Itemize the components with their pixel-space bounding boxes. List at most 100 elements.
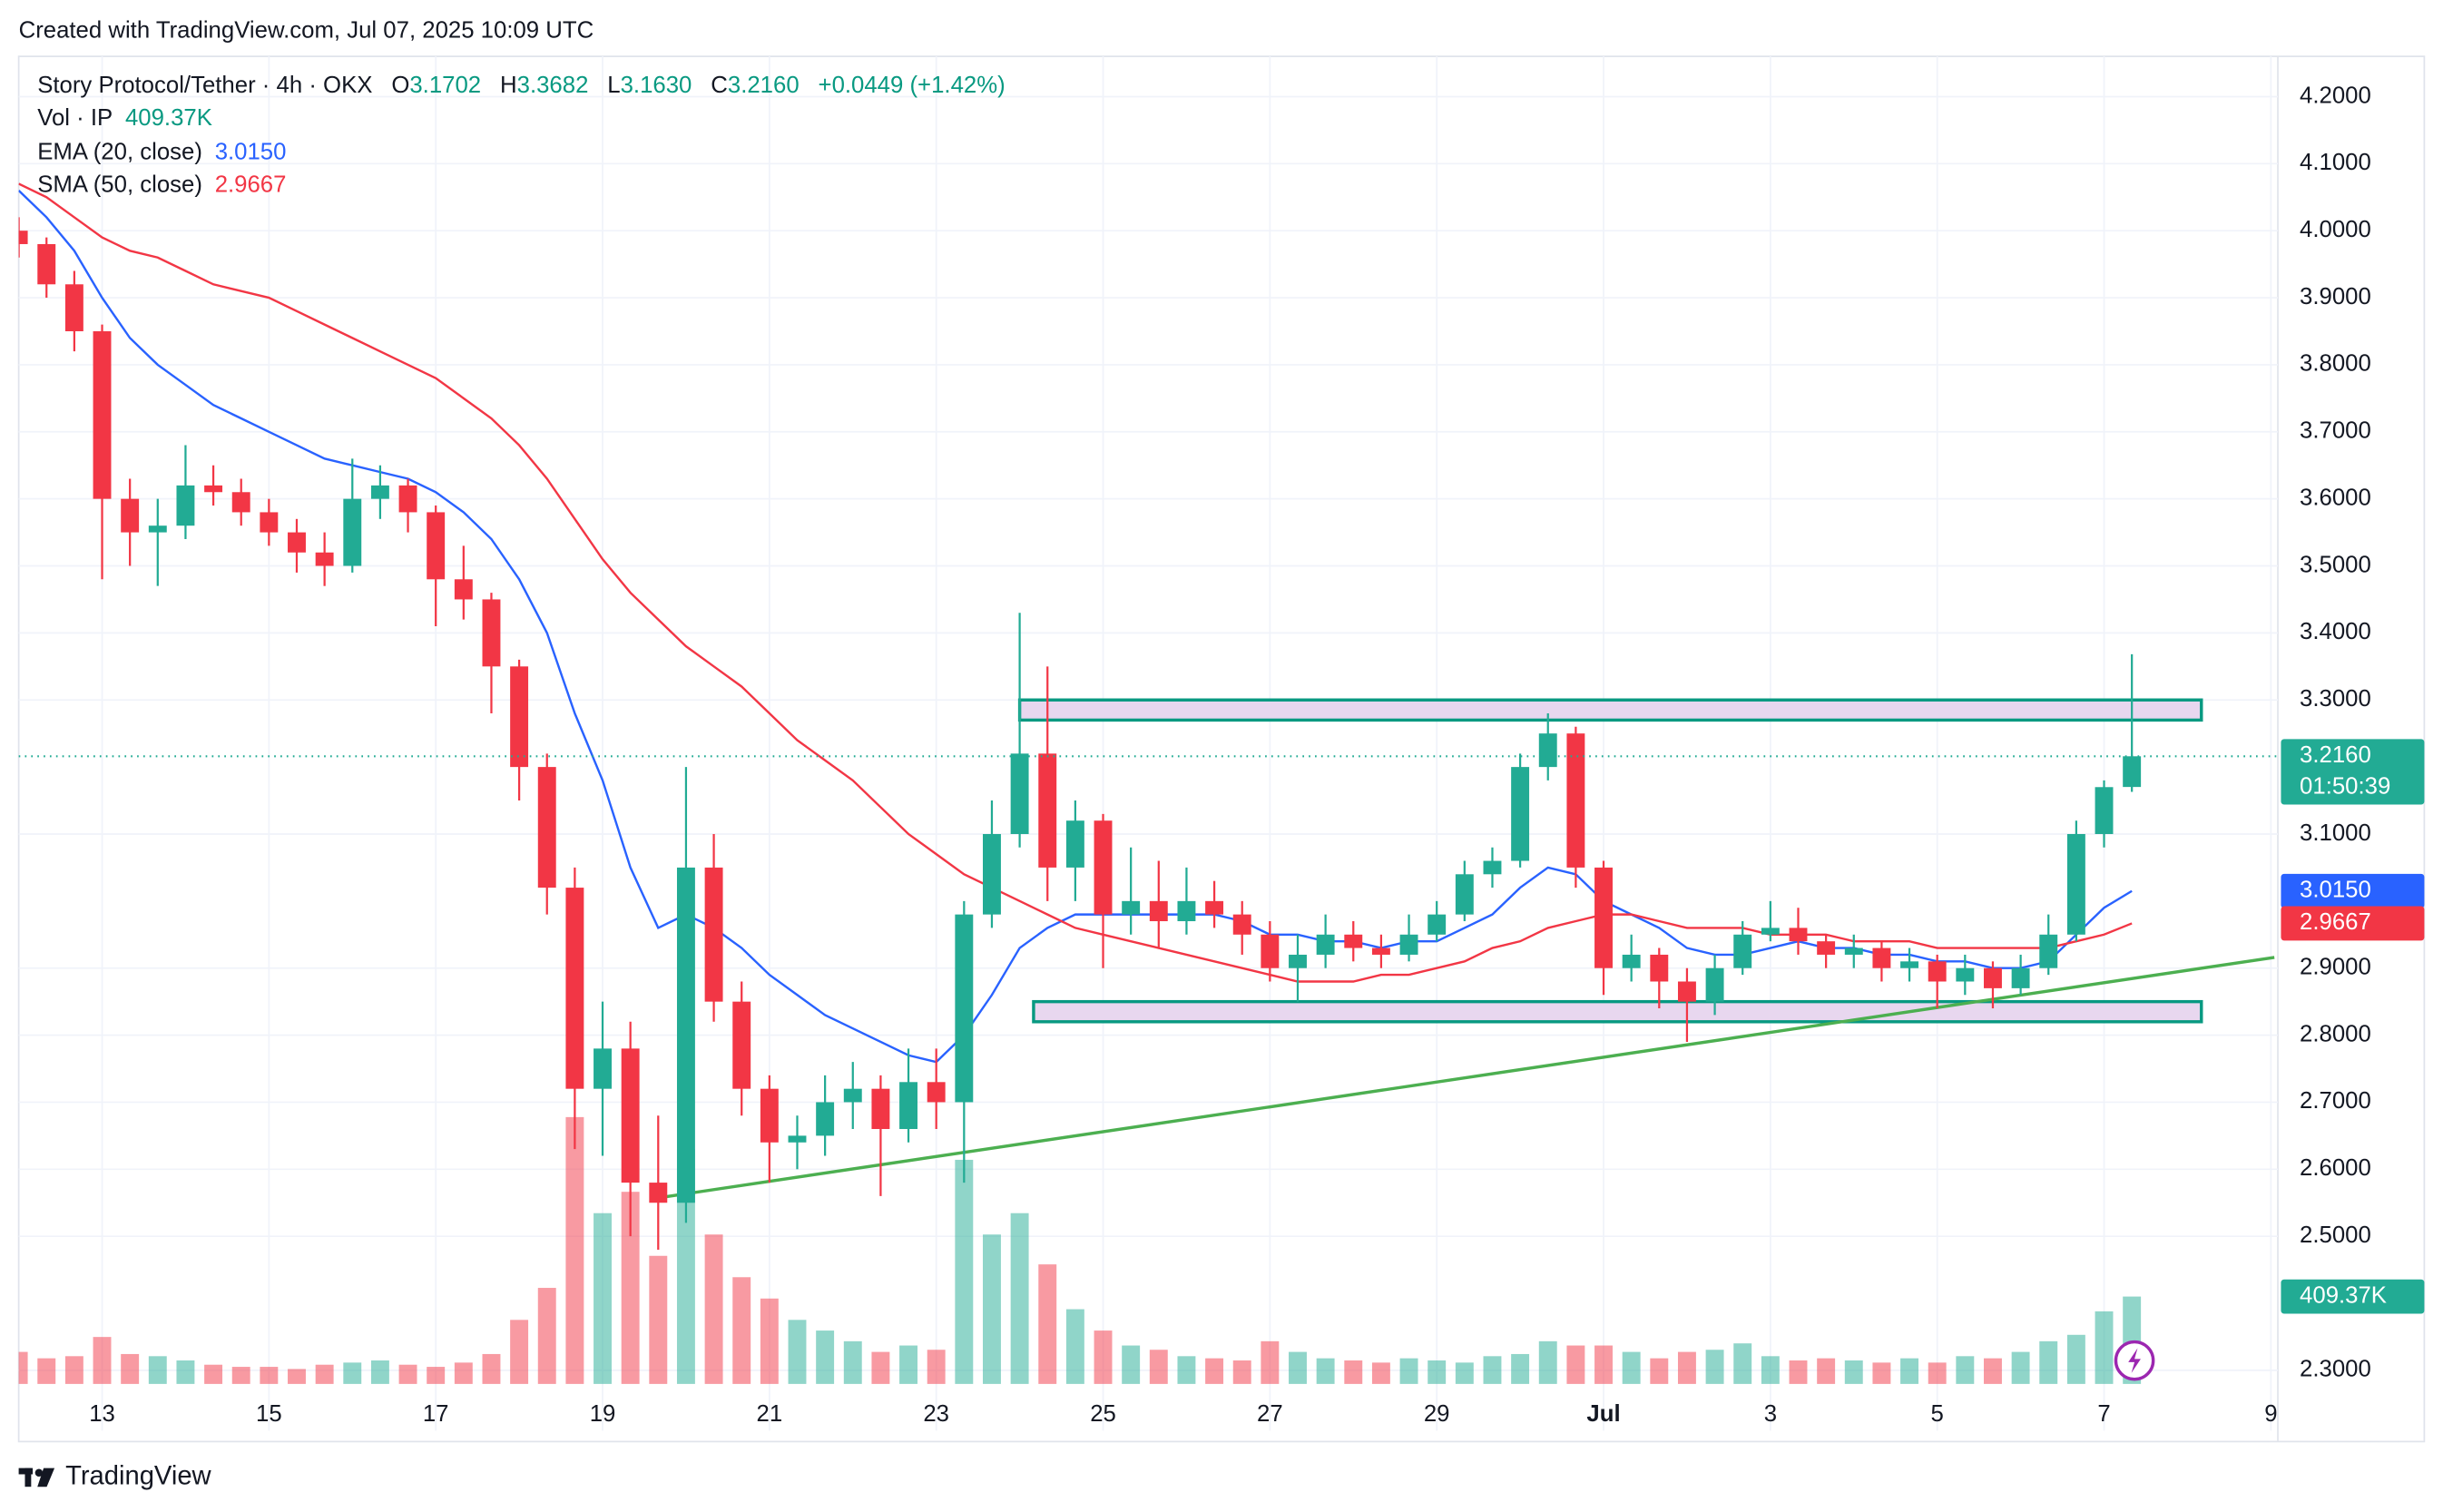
candle-body (1511, 767, 1530, 861)
volume-price-box (2281, 1279, 2425, 1314)
candle-body (2066, 833, 2085, 935)
volume-bar (1038, 1264, 1057, 1384)
zone (1032, 999, 2203, 1024)
volume-bar (2066, 1334, 2085, 1384)
x-tick-label: 3 (1764, 1401, 1777, 1427)
volume-bar (2039, 1340, 2058, 1384)
volume-bar (231, 1367, 250, 1384)
candle-body (1455, 874, 1474, 915)
candle-body (1900, 961, 1919, 968)
volume-bar (1094, 1330, 1113, 1384)
volume-bar (594, 1213, 612, 1384)
candle-body (537, 767, 556, 889)
volume-bar (1511, 1353, 1530, 1384)
candle-body (1483, 860, 1502, 875)
ema-name: EMA (20, close) (37, 139, 202, 164)
x-tick-label: 19 (590, 1401, 616, 1427)
volume-bar (1065, 1309, 1084, 1384)
volume-bar (1956, 1356, 1975, 1384)
volume-bar (1844, 1360, 1863, 1384)
y-tick-label: 2.6000 (2300, 1155, 2371, 1181)
candle-body (1038, 753, 1057, 868)
candle-body (1177, 900, 1196, 922)
volume-bar (1455, 1362, 1474, 1384)
candle-body (1566, 733, 1585, 868)
candle-body (482, 599, 501, 667)
volume-bar (1177, 1356, 1196, 1384)
candle-body (93, 330, 112, 499)
candle-body (1705, 967, 1724, 1002)
volume-bar (1594, 1345, 1613, 1384)
x-tick-label: 9 (2264, 1401, 2277, 1427)
watermark: Created with TradingView.com, Jul 07, 20… (19, 17, 594, 43)
candle-body (370, 485, 389, 499)
volume-bar (788, 1320, 807, 1384)
y-tick-label: 4.0000 (2300, 217, 2371, 242)
volume-bar (37, 1358, 56, 1384)
candle-body (427, 512, 446, 580)
candle-body (1594, 867, 1613, 968)
volume-bar (1010, 1213, 1029, 1384)
volume-bar (398, 1364, 417, 1384)
indicator-price-label: 2.9667 (2300, 909, 2371, 935)
candle-body (1149, 900, 1168, 922)
volume-bar (1872, 1362, 1891, 1384)
volume-bar (288, 1369, 306, 1384)
volume-price-label: 409.37K (2300, 1282, 2387, 1308)
candle-body (2011, 967, 2030, 988)
candle-body (1232, 914, 1251, 935)
logo-part (25, 1468, 32, 1487)
candle-body (121, 498, 140, 533)
volume-bar (1677, 1351, 1696, 1384)
indicator-line (18, 190, 2133, 1064)
candle-body (398, 485, 417, 513)
y-tick-label: 3.9000 (2300, 284, 2371, 309)
volume-bar (121, 1353, 140, 1384)
candle-body (18, 231, 28, 244)
volume-bar (704, 1234, 723, 1384)
candle-body (899, 1082, 918, 1129)
volume-bar (18, 1351, 28, 1384)
y-tick-label: 3.7000 (2300, 418, 2371, 444)
volume-bar (816, 1330, 835, 1384)
volume-bar (204, 1364, 223, 1384)
ohlc-key: H (500, 73, 517, 98)
ohlc-key: O (391, 73, 409, 98)
candle-body (1817, 941, 1836, 955)
volume-bar (1483, 1356, 1502, 1384)
ohlc-value: 3.1702 (409, 73, 481, 98)
candle-body (871, 1088, 890, 1129)
candle-body (1344, 934, 1363, 948)
candle-body (1733, 934, 1752, 968)
brand: TradingView (65, 1462, 211, 1491)
volume-bar (1566, 1345, 1585, 1384)
candle-body (1289, 954, 1307, 968)
x-tick-label: 17 (423, 1401, 449, 1427)
candle-body (2123, 756, 2142, 788)
volume-bar (1232, 1360, 1251, 1384)
candle-body (1371, 947, 1390, 955)
sma-legend: SMA (50, close) 2.9667 (37, 172, 286, 197)
zone (1017, 698, 2203, 722)
last-price-box (2281, 739, 2425, 805)
volume-bar (649, 1255, 668, 1384)
last-price-label: 3.2160 (2300, 742, 2371, 768)
candle-body (1844, 947, 1863, 955)
sma-value: 2.9667 (215, 172, 287, 197)
candle-body (1122, 900, 1141, 915)
logo-part (37, 1468, 55, 1487)
volume-bar (537, 1288, 556, 1384)
candle-body (2095, 787, 2114, 834)
candle-body (148, 525, 167, 533)
y-tick-label: 3.4000 (2300, 619, 2371, 644)
volume-bar (1205, 1358, 1224, 1384)
candle-body (1094, 820, 1113, 915)
volume-bar (1622, 1351, 1641, 1384)
candle-body (343, 498, 362, 566)
volume-value: 409.37K (125, 105, 212, 131)
x-tick-label: 13 (89, 1401, 115, 1427)
candle-body (288, 532, 306, 553)
volume-bar (676, 1149, 695, 1384)
candle-body (1316, 934, 1335, 955)
